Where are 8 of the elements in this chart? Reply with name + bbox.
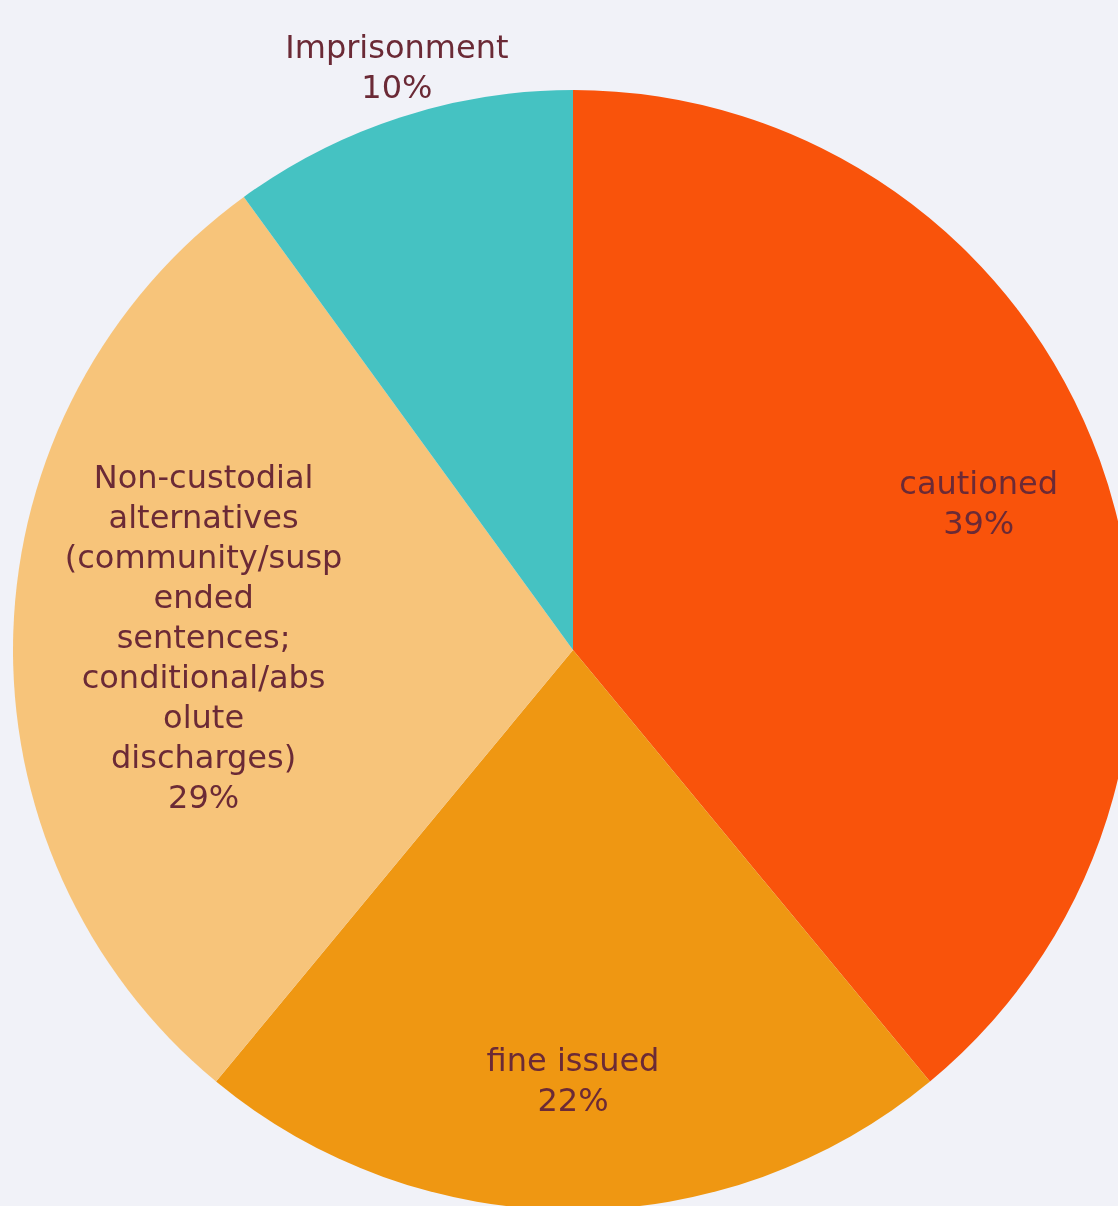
slice-label: fine issued — [486, 1041, 660, 1080]
slice-label: Non-custodial alternatives (community/suspended sentences; conditional/absolute discharges) — [64, 458, 343, 777]
slice-label: cautioned — [899, 463, 1059, 502]
slice-label: Imprisonment — [285, 27, 509, 66]
data-label: 22% — [537, 1081, 609, 1120]
data-label: 29% — [168, 778, 240, 817]
data-label: 39% — [943, 503, 1015, 542]
data-label: 10% — [361, 67, 433, 106]
